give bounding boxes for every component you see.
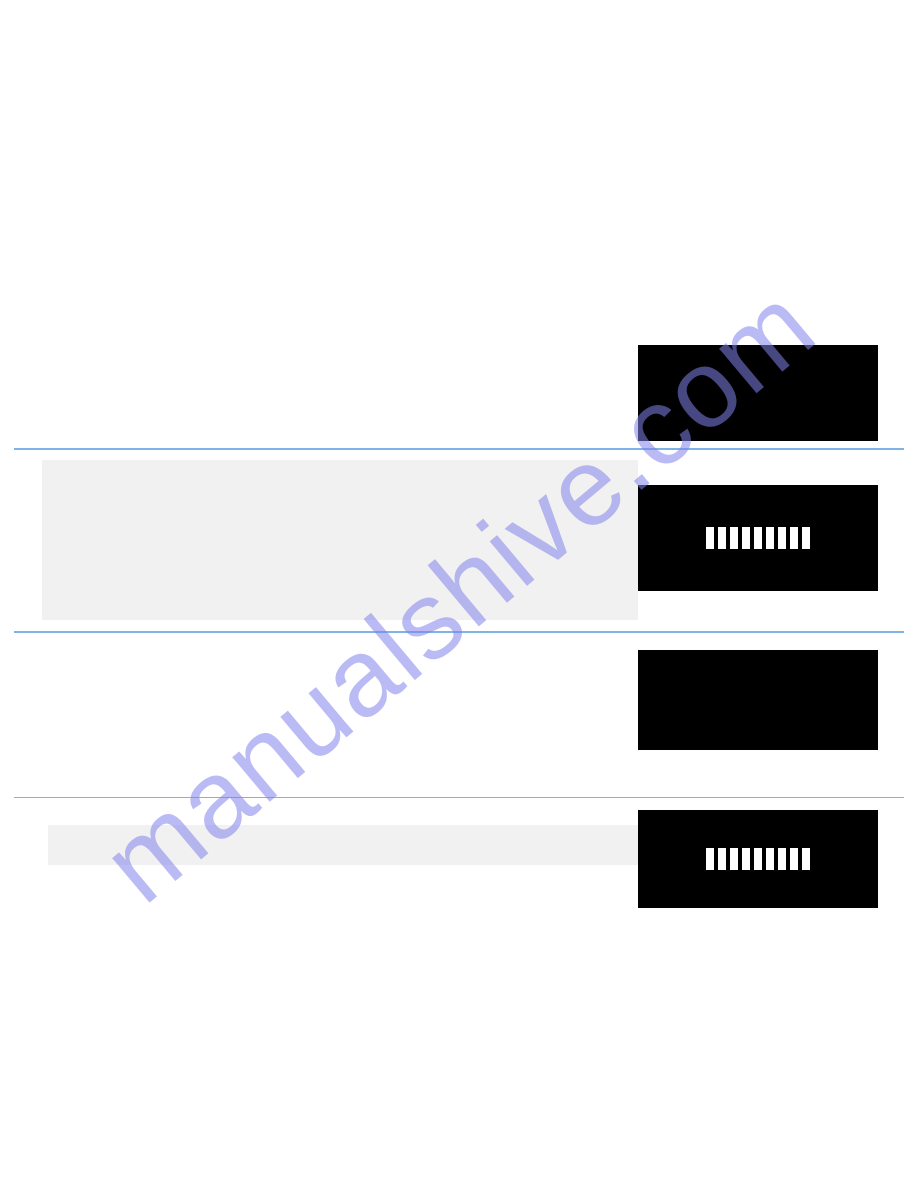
divider-rule-1	[14, 448, 904, 450]
level-indicator-2	[706, 848, 810, 870]
display-panel-2	[638, 485, 878, 591]
display-panel-1	[638, 345, 878, 441]
level-indicator-1	[706, 527, 810, 549]
display-panel-3	[638, 650, 878, 750]
divider-rule-2	[14, 631, 904, 633]
display-panel-4	[638, 810, 878, 908]
page-root: manualshive.com	[0, 0, 918, 1188]
content-block-2	[48, 825, 638, 865]
divider-rule-3	[14, 797, 904, 798]
content-block-1	[42, 460, 638, 620]
